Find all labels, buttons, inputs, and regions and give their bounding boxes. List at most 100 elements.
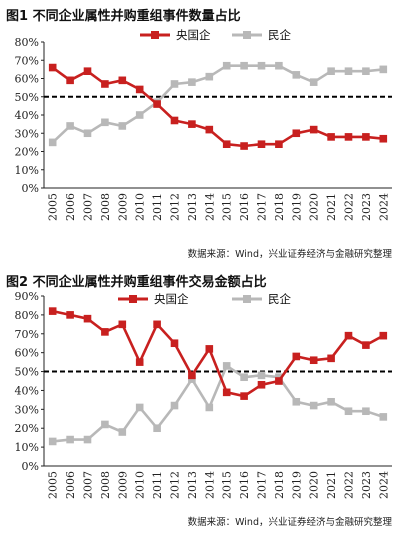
- chart-title: 图1 不同企业属性并购重组事件数量占比: [6, 9, 241, 24]
- x-tick-label: 2021: [325, 193, 338, 221]
- data-point: [83, 129, 92, 138]
- y-tick-label: 80%: [15, 36, 39, 49]
- data-point: [205, 345, 214, 353]
- data-point: [257, 380, 266, 389]
- y-tick-label: 40%: [15, 109, 39, 122]
- y-tick-label: 60%: [15, 347, 39, 360]
- data-point: [83, 67, 92, 75]
- data-point: [327, 67, 335, 75]
- x-tick-label: 2013: [186, 471, 199, 499]
- y-tick-label: 60%: [15, 73, 39, 86]
- data-point: [344, 331, 353, 340]
- legend-label: 央国企: [154, 292, 189, 306]
- x-tick-label: 2018: [273, 471, 286, 499]
- data-point: [362, 407, 370, 416]
- data-point: [153, 100, 161, 108]
- data-point: [379, 134, 388, 143]
- data-point: [153, 320, 161, 329]
- data-point: [240, 61, 248, 70]
- x-tick-label: 2016: [238, 471, 251, 499]
- y-tick-label: 0%: [22, 460, 39, 473]
- y-tick-label: 0%: [22, 182, 39, 195]
- data-point: [275, 61, 283, 70]
- data-point: [292, 129, 301, 138]
- data-point: [66, 435, 74, 444]
- data-point: [309, 125, 318, 134]
- data-point: [292, 352, 301, 361]
- x-tick-label: 2015: [221, 471, 234, 499]
- x-tick-label: 2013: [186, 193, 199, 221]
- x-tick-label: 2015: [221, 193, 234, 221]
- y-tick-label: 20%: [15, 146, 39, 159]
- x-tick-label: 2012: [169, 193, 182, 221]
- y-tick-label: 70%: [15, 328, 39, 341]
- x-tick-label: 2006: [64, 471, 77, 499]
- data-point: [118, 320, 127, 329]
- x-tick-label: 2005: [47, 193, 60, 221]
- x-tick-label: 2023: [360, 193, 373, 221]
- figure-2: 图2 不同企业属性并购重组事件交易金额占比 央国企 民企 0% 10% 20% 30% 40…: [0, 266, 400, 534]
- data-point: [222, 61, 231, 70]
- data-point: [344, 67, 353, 75]
- x-tick-label: 2007: [82, 471, 95, 499]
- data-point: [135, 85, 144, 94]
- data-point: [48, 437, 57, 446]
- x-tick-label: 2008: [99, 193, 112, 221]
- x-tick-label: 2021: [325, 471, 338, 499]
- data-point: [48, 307, 57, 315]
- x-tick-label: 2019: [290, 193, 303, 221]
- x-tick-label: 2011: [151, 471, 164, 499]
- x-tick-label: 2022: [343, 471, 356, 499]
- data-point: [188, 120, 196, 128]
- data-point: [344, 133, 353, 141]
- data-point: [257, 61, 266, 70]
- x-tick-label: 2014: [203, 193, 216, 221]
- data-point: [101, 118, 109, 127]
- data-point: [275, 140, 283, 148]
- data-point: [135, 111, 144, 119]
- x-tick-label: 2005: [47, 471, 60, 499]
- data-point: [66, 76, 74, 85]
- source-note: 数据来源：Wind，兴业证券经济与金融研究整理: [187, 249, 392, 260]
- x-tick-label: 2014: [203, 471, 216, 499]
- y-tick-label: 90%: [15, 290, 39, 303]
- data-point: [292, 71, 301, 79]
- line-chart-event-count-share: 央国企 民企 0% 10% 20% 30% 40% 50% 60% 70% 80% 2005 2006 2…: [15, 28, 392, 221]
- data-point: [48, 63, 57, 72]
- legend-label: 民企: [268, 292, 291, 306]
- x-tick-label: 2010: [134, 193, 147, 221]
- data-point: [205, 403, 214, 412]
- y-tick-label: 30%: [15, 403, 39, 416]
- source-note: 数据来源：Wind，兴业证券经济与金融研究整理: [187, 517, 392, 528]
- y-tick-label: 10%: [15, 164, 39, 177]
- data-point: [275, 377, 283, 385]
- data-point: [240, 142, 248, 150]
- data-point: [188, 78, 196, 86]
- data-point: [309, 401, 318, 410]
- legend-marker-0: [151, 31, 159, 39]
- data-point: [205, 72, 214, 81]
- data-point: [101, 80, 109, 88]
- data-point: [48, 138, 57, 147]
- data-point: [257, 140, 266, 148]
- x-tick-label: 2020: [308, 471, 321, 499]
- data-point: [292, 397, 301, 406]
- data-point: [170, 401, 179, 410]
- x-tick-label: 2010: [134, 471, 147, 499]
- x-tick-label: 2018: [273, 193, 286, 221]
- x-tick-label: 2008: [99, 471, 112, 499]
- data-point: [327, 354, 335, 363]
- data-point: [222, 388, 231, 397]
- data-point: [309, 356, 318, 365]
- legend-label: 央国企: [176, 28, 211, 42]
- data-point: [66, 122, 74, 130]
- x-tick-label: 2017: [256, 193, 269, 221]
- data-point: [101, 328, 109, 336]
- data-point: [222, 362, 231, 370]
- legend-marker-0: [129, 295, 137, 303]
- legend: 央国企 民企: [140, 28, 291, 42]
- x-tick-label: 2019: [290, 471, 303, 499]
- data-point: [83, 435, 92, 444]
- data-point: [101, 420, 109, 429]
- y-tick-label: 50%: [15, 91, 39, 104]
